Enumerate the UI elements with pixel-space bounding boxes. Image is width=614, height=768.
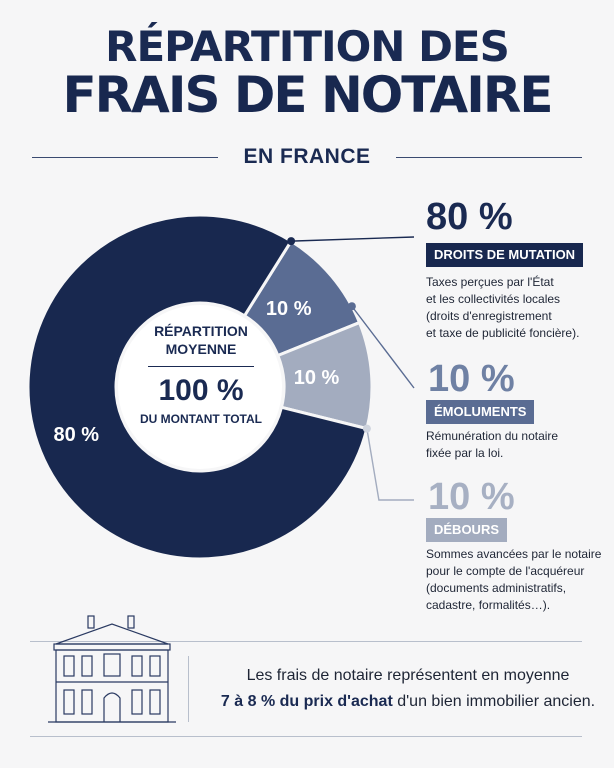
center-divider bbox=[148, 366, 254, 367]
notary-building-icon bbox=[48, 615, 176, 723]
legend-tag-droits: DROITS DE MUTATION bbox=[426, 243, 584, 267]
donut-center-disc bbox=[118, 305, 282, 469]
footer-line-1: Les frais de notaire représentent en moy… bbox=[246, 667, 570, 684]
legend-tag-debours: DÉBOURS bbox=[426, 518, 508, 542]
legend-percent-emoluments: 10 % bbox=[428, 358, 515, 400]
footer-rule-top bbox=[30, 641, 582, 642]
donut-chart bbox=[26, 213, 415, 561]
legend-desc-debours: Sommes avancées par le notaire pour le c… bbox=[426, 547, 602, 612]
center-label: RÉPARTITION MOYENNE bbox=[154, 323, 248, 357]
segment-label-droits: 80 % bbox=[53, 423, 100, 446]
footer-highlight: 7 à 8 % du prix d'achat bbox=[220, 693, 393, 710]
title-line-1: RÉPARTITION DES bbox=[105, 22, 510, 71]
legend-percent-droits: 80 % bbox=[426, 196, 513, 238]
segment-label-debours: 10 % bbox=[293, 366, 340, 389]
center-value: 100 % bbox=[158, 374, 244, 407]
legend-desc-emoluments: Rémunération du notaire fixée par la loi… bbox=[426, 429, 559, 460]
center-sublabel: DU MONTANT TOTAL bbox=[140, 412, 262, 426]
segment-label-emoluments: 10 % bbox=[265, 297, 312, 320]
legend-tag-emoluments: ÉMOLUMENTS bbox=[426, 400, 535, 424]
footer-divider bbox=[188, 656, 189, 722]
footer-rule-bottom bbox=[30, 736, 582, 737]
connector-debours bbox=[362, 424, 414, 501]
donut-slice-droits bbox=[26, 213, 369, 561]
connector-droits bbox=[287, 236, 415, 246]
legend-percent-debours: 10 % bbox=[428, 476, 515, 518]
footer-line-2: 7 à 8 % du prix d'achat d'un bien immobi… bbox=[208, 690, 608, 714]
subtitle-rule-right bbox=[396, 157, 582, 158]
subtitle: EN FRANCE bbox=[243, 145, 371, 168]
legend-desc-droits: Taxes perçues par l'État et les collecti… bbox=[426, 275, 580, 340]
subtitle-rule-left bbox=[32, 157, 218, 158]
footer-line-2-rest: d'un bien immobilier ancien. bbox=[392, 693, 596, 710]
title-line-2: FRAIS DE NOTAIRE bbox=[62, 66, 554, 124]
connector-emoluments bbox=[347, 302, 415, 389]
